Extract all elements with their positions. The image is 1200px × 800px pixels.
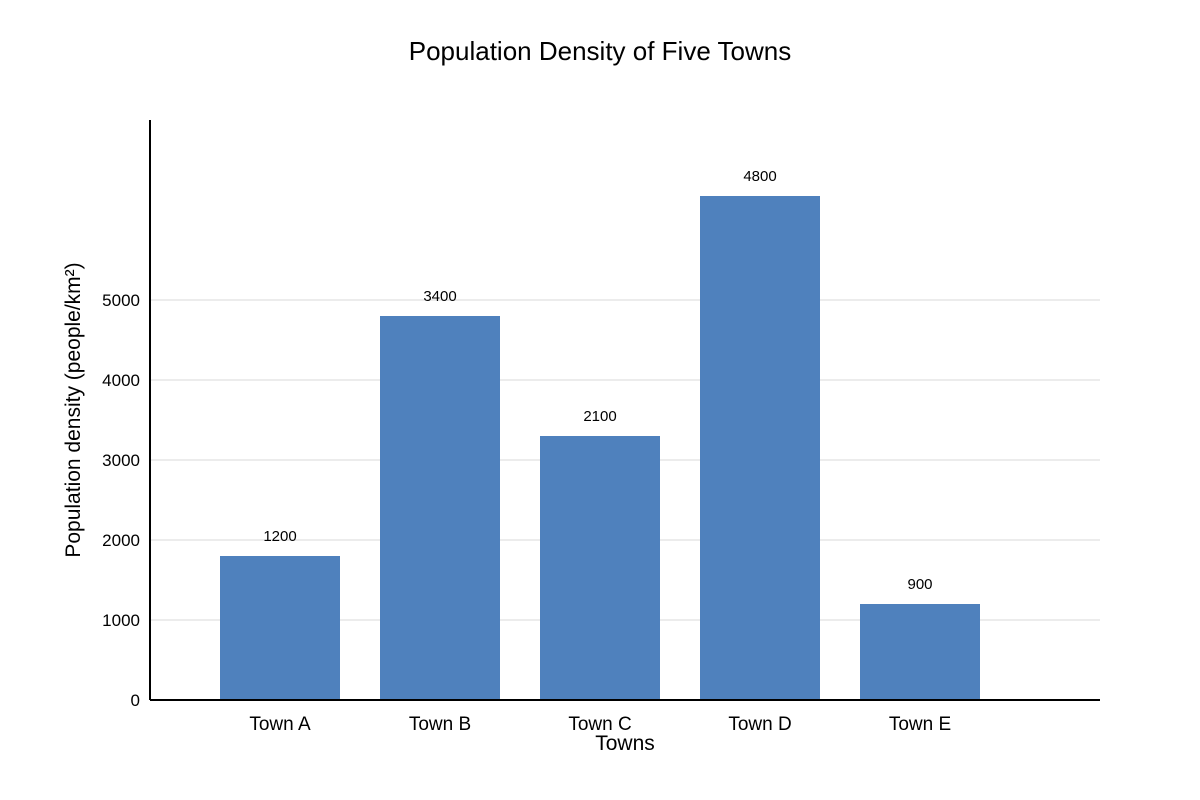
y-axis-title: Population density (people/km²) — [62, 262, 85, 557]
bar-data-label: 1200 — [263, 528, 296, 545]
bar-data-label: 3400 — [423, 288, 456, 305]
data-labels: 1200 3400 2100 4800 900 — [263, 168, 932, 593]
bar-data-label: 4800 — [743, 168, 776, 185]
x-axis-title: Towns — [595, 732, 655, 755]
x-axis-ticks: Town A Town B Town C Town D Town E — [249, 714, 951, 735]
x-tick-label: Town E — [889, 714, 951, 735]
x-tick-label: Town C — [568, 714, 631, 735]
y-tick-label: 2000 — [102, 531, 140, 550]
y-tick-label: 5000 — [102, 291, 140, 310]
x-tick-label: Town D — [728, 714, 791, 735]
y-tick-label: 0 — [131, 691, 140, 710]
bar — [700, 196, 820, 700]
bar — [540, 436, 660, 700]
chart-title: Population Density of Five Towns — [409, 36, 792, 66]
bar — [860, 604, 980, 700]
y-tick-label: 3000 — [102, 451, 140, 470]
bar-data-label: 900 — [907, 576, 932, 593]
x-tick-label: Town A — [249, 714, 311, 735]
y-tick-label: 1000 — [102, 611, 140, 630]
bar — [380, 316, 500, 700]
bars — [220, 196, 980, 700]
bar-data-label: 2100 — [583, 408, 616, 425]
y-axis-ticks: 0 1000 2000 3000 4000 5000 — [102, 291, 140, 710]
bar — [220, 556, 340, 700]
y-tick-label: 4000 — [102, 371, 140, 390]
x-tick-label: Town B — [409, 714, 471, 735]
